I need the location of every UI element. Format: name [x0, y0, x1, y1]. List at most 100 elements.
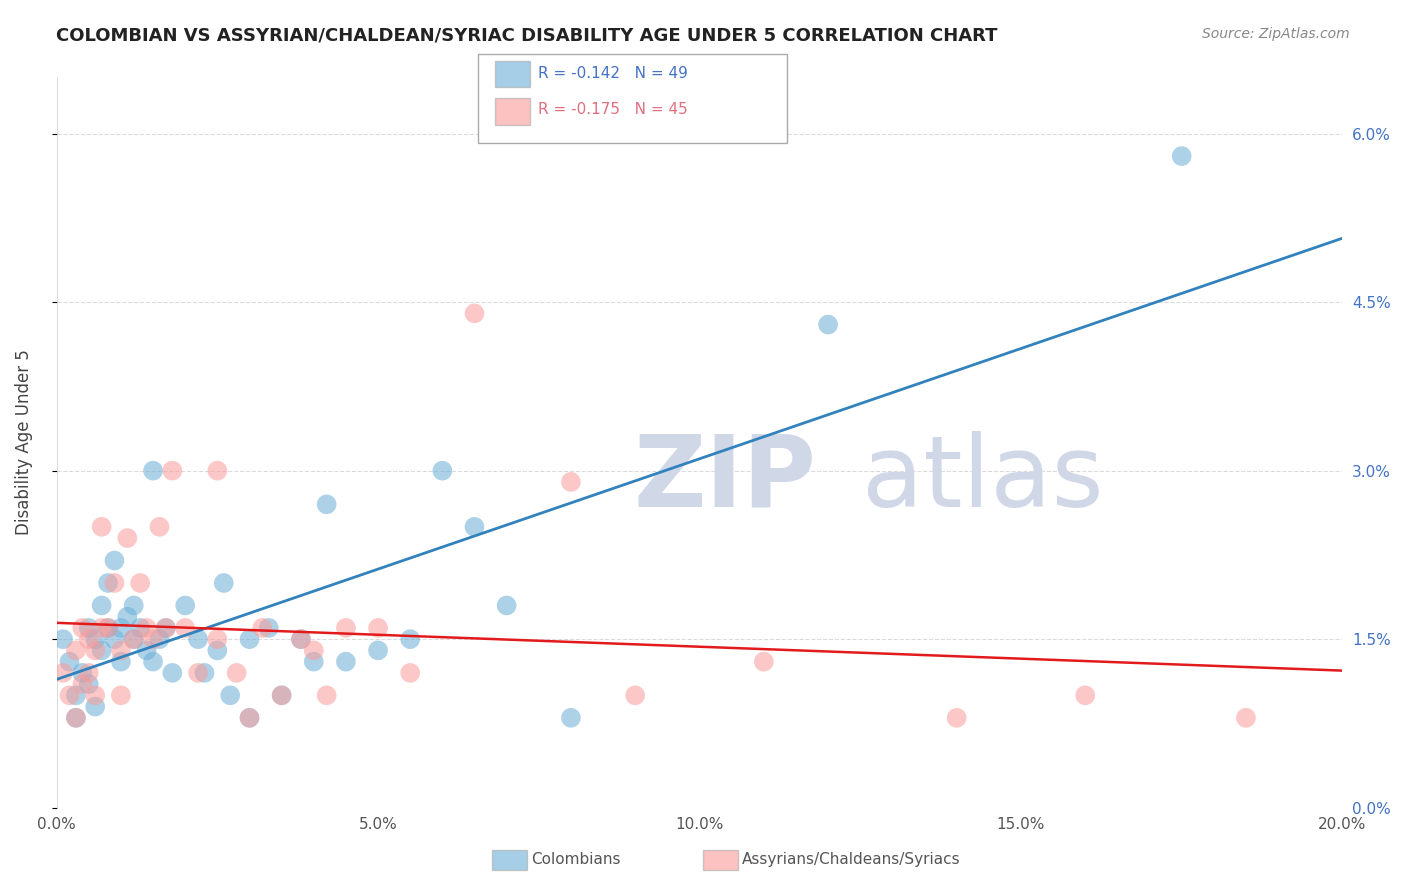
Text: COLOMBIAN VS ASSYRIAN/CHALDEAN/SYRIAC DISABILITY AGE UNDER 5 CORRELATION CHART: COLOMBIAN VS ASSYRIAN/CHALDEAN/SYRIAC DI…: [56, 27, 998, 45]
Point: [1074, 689, 1097, 703]
Point: [212, 576, 235, 591]
Point: [110, 655, 132, 669]
Point: [162, 665, 184, 680]
Point: [367, 621, 389, 635]
Y-axis label: Disability Age Under 5: Disability Age Under 5: [15, 350, 32, 535]
Point: [90, 599, 112, 613]
Point: [495, 599, 517, 613]
Point: [399, 665, 422, 680]
Point: [122, 632, 145, 647]
Point: [238, 711, 260, 725]
Point: [84, 689, 107, 703]
Point: [238, 711, 260, 725]
Point: [399, 632, 422, 647]
Point: [117, 531, 139, 545]
Point: [270, 689, 292, 703]
Point: [142, 632, 165, 647]
Point: [52, 632, 75, 647]
Point: [315, 497, 337, 511]
Point: [84, 643, 107, 657]
Point: [225, 665, 247, 680]
Point: [207, 464, 229, 478]
Point: [135, 643, 157, 657]
Point: [187, 665, 209, 680]
Point: [142, 464, 165, 478]
Text: R = -0.142   N = 49: R = -0.142 N = 49: [538, 66, 689, 80]
Point: [148, 520, 170, 534]
Point: [187, 632, 209, 647]
Point: [97, 621, 120, 635]
Point: [58, 689, 80, 703]
Point: [432, 464, 454, 478]
Point: [90, 520, 112, 534]
Text: Colombians: Colombians: [531, 853, 621, 867]
Point: [219, 689, 242, 703]
Point: [463, 306, 485, 320]
Point: [58, 655, 80, 669]
Text: R = -0.175   N = 45: R = -0.175 N = 45: [538, 103, 689, 117]
Point: [72, 665, 94, 680]
Point: [77, 632, 100, 647]
Point: [290, 632, 312, 647]
Point: [1170, 149, 1192, 163]
Point: [65, 643, 87, 657]
Point: [162, 464, 184, 478]
Point: [90, 621, 112, 635]
Point: [207, 643, 229, 657]
Point: [624, 689, 647, 703]
Point: [77, 665, 100, 680]
Point: [148, 632, 170, 647]
Point: [207, 632, 229, 647]
Point: [84, 699, 107, 714]
Point: [463, 520, 485, 534]
Point: [110, 643, 132, 657]
Point: [122, 599, 145, 613]
Point: [117, 609, 139, 624]
Point: [302, 643, 325, 657]
Point: [1234, 711, 1257, 725]
Point: [174, 599, 197, 613]
Point: [817, 318, 839, 332]
Text: ZIP: ZIP: [634, 431, 817, 527]
Point: [270, 689, 292, 703]
Point: [129, 576, 152, 591]
Point: [77, 621, 100, 635]
Point: [65, 711, 87, 725]
Point: [103, 553, 125, 567]
Point: [65, 711, 87, 725]
Point: [335, 621, 357, 635]
Point: [90, 643, 112, 657]
Point: [945, 711, 967, 725]
Point: [77, 677, 100, 691]
Point: [257, 621, 280, 635]
Text: Source: ZipAtlas.com: Source: ZipAtlas.com: [1202, 27, 1350, 41]
Point: [103, 576, 125, 591]
Point: [252, 621, 274, 635]
Point: [193, 665, 215, 680]
Point: [238, 632, 260, 647]
Point: [367, 643, 389, 657]
Point: [752, 655, 775, 669]
Point: [65, 689, 87, 703]
Point: [142, 655, 165, 669]
Point: [560, 475, 582, 489]
Point: [103, 632, 125, 647]
Point: [52, 665, 75, 680]
Point: [84, 632, 107, 647]
Point: [110, 621, 132, 635]
Point: [110, 689, 132, 703]
Text: atlas: atlas: [862, 431, 1104, 527]
Point: [315, 689, 337, 703]
Point: [122, 632, 145, 647]
Point: [135, 621, 157, 635]
Point: [174, 621, 197, 635]
Point: [97, 576, 120, 591]
Point: [290, 632, 312, 647]
Point: [560, 711, 582, 725]
Point: [97, 621, 120, 635]
Point: [155, 621, 177, 635]
Point: [155, 621, 177, 635]
Point: [72, 677, 94, 691]
Text: Assyrians/Chaldeans/Syriacs: Assyrians/Chaldeans/Syriacs: [742, 853, 960, 867]
Point: [129, 621, 152, 635]
